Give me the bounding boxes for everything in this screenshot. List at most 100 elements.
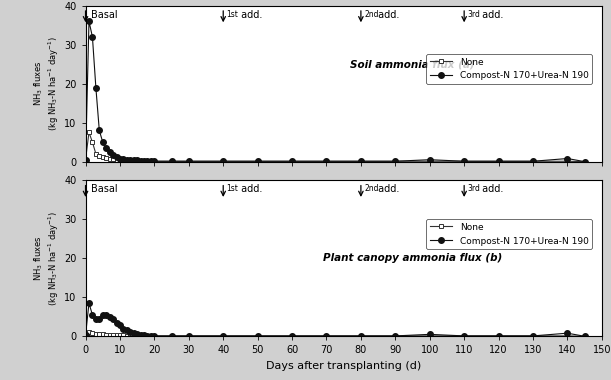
- Compost-N 170+Urea-N 190: [137, 158, 144, 163]
- Compost-N 170+Urea-N 190: [323, 334, 330, 338]
- Compost-N 170+Urea-N 190: [144, 158, 151, 163]
- Compost-N 170+Urea-N 190: [89, 313, 96, 317]
- Compost-N 170+Urea-N 190: [126, 158, 134, 162]
- Compost-N 170+Urea-N 190: [144, 333, 151, 338]
- None: [564, 159, 571, 163]
- Text: 2nd: 2nd: [364, 10, 379, 19]
- None: [103, 155, 110, 160]
- None: [103, 332, 110, 337]
- Compost-N 170+Urea-N 190: [99, 140, 106, 144]
- None: [86, 130, 93, 135]
- None: [109, 333, 117, 337]
- None: [147, 334, 155, 338]
- Text: add.: add.: [478, 10, 503, 20]
- Text: 3rd: 3rd: [467, 184, 480, 193]
- Compost-N 170+Urea-N 190: [564, 331, 571, 336]
- Legend: None, Compost-N 170+Urea-N 190: None, Compost-N 170+Urea-N 190: [426, 219, 592, 249]
- Compost-N 170+Urea-N 190: [116, 322, 123, 327]
- Compost-N 170+Urea-N 190: [288, 159, 296, 163]
- None: [323, 159, 330, 163]
- Compost-N 170+Urea-N 190: [106, 150, 113, 154]
- Compost-N 170+Urea-N 190: [123, 157, 131, 162]
- None: [357, 334, 365, 338]
- None: [564, 334, 571, 338]
- Text: add.: add.: [238, 10, 262, 20]
- None: [134, 333, 141, 338]
- None: [96, 332, 103, 337]
- None: [92, 332, 100, 336]
- None: [288, 159, 296, 163]
- Compost-N 170+Urea-N 190: [529, 334, 536, 338]
- None: [392, 159, 399, 163]
- Compost-N 170+Urea-N 190: [219, 159, 227, 163]
- Line: None: None: [83, 130, 587, 164]
- Compost-N 170+Urea-N 190: [392, 159, 399, 163]
- Compost-N 170+Urea-N 190: [185, 159, 192, 163]
- None: [495, 334, 502, 338]
- None: [529, 159, 536, 163]
- None: [137, 333, 144, 338]
- None: [357, 159, 365, 163]
- None: [254, 159, 262, 163]
- None: [137, 159, 144, 163]
- Text: Plant canopy ammonia flux (b): Plant canopy ammonia flux (b): [323, 253, 502, 263]
- Compost-N 170+Urea-N 190: [426, 157, 433, 162]
- Text: add.: add.: [375, 10, 400, 20]
- None: [254, 334, 262, 338]
- Text: 2nd: 2nd: [364, 184, 379, 193]
- None: [106, 332, 113, 337]
- Line: Compost-N 170+Urea-N 190: Compost-N 170+Urea-N 190: [82, 300, 587, 339]
- None: [92, 152, 100, 156]
- None: [461, 159, 468, 163]
- Compost-N 170+Urea-N 190: [581, 159, 588, 164]
- Compost-N 170+Urea-N 190: [147, 158, 155, 163]
- None: [116, 158, 123, 162]
- Compost-N 170+Urea-N 190: [168, 159, 175, 163]
- None: [120, 158, 127, 163]
- None: [106, 156, 113, 161]
- None: [185, 159, 192, 163]
- None: [185, 334, 192, 338]
- None: [392, 334, 399, 338]
- Compost-N 170+Urea-N 190: [113, 320, 120, 325]
- Compost-N 170+Urea-N 190: [581, 334, 588, 339]
- Text: 3rd: 3rd: [467, 10, 480, 19]
- Compost-N 170+Urea-N 190: [89, 35, 96, 39]
- Compost-N 170+Urea-N 190: [120, 326, 127, 331]
- Compost-N 170+Urea-N 190: [134, 332, 141, 336]
- Text: add.: add.: [375, 184, 400, 194]
- Compost-N 170+Urea-N 190: [109, 152, 117, 157]
- Text: Soil ammonia flux (a): Soil ammonia flux (a): [350, 59, 475, 69]
- Compost-N 170+Urea-N 190: [151, 159, 158, 163]
- Compost-N 170+Urea-N 190: [130, 158, 137, 163]
- Compost-N 170+Urea-N 190: [120, 157, 127, 162]
- Compost-N 170+Urea-N 190: [168, 334, 175, 338]
- Legend: None, Compost-N 170+Urea-N 190: None, Compost-N 170+Urea-N 190: [426, 54, 592, 84]
- None: [288, 334, 296, 338]
- None: [147, 159, 155, 163]
- None: [82, 333, 89, 337]
- None: [99, 332, 106, 337]
- None: [130, 158, 137, 163]
- None: [141, 334, 148, 338]
- Compost-N 170+Urea-N 190: [134, 158, 141, 163]
- None: [123, 158, 131, 163]
- Compost-N 170+Urea-N 190: [141, 333, 148, 337]
- Compost-N 170+Urea-N 190: [96, 128, 103, 133]
- Compost-N 170+Urea-N 190: [495, 334, 502, 338]
- Compost-N 170+Urea-N 190: [109, 317, 117, 321]
- Text: Basal: Basal: [90, 184, 117, 194]
- Compost-N 170+Urea-N 190: [103, 146, 110, 150]
- None: [113, 157, 120, 162]
- Text: 1st: 1st: [227, 10, 238, 19]
- Compost-N 170+Urea-N 190: [96, 317, 103, 321]
- Compost-N 170+Urea-N 190: [151, 334, 158, 338]
- Compost-N 170+Urea-N 190: [82, 333, 89, 337]
- Compost-N 170+Urea-N 190: [254, 334, 262, 338]
- Compost-N 170+Urea-N 190: [126, 330, 134, 335]
- Compost-N 170+Urea-N 190: [103, 313, 110, 317]
- None: [126, 333, 134, 338]
- None: [144, 334, 151, 338]
- Text: add.: add.: [238, 184, 262, 194]
- None: [99, 155, 106, 159]
